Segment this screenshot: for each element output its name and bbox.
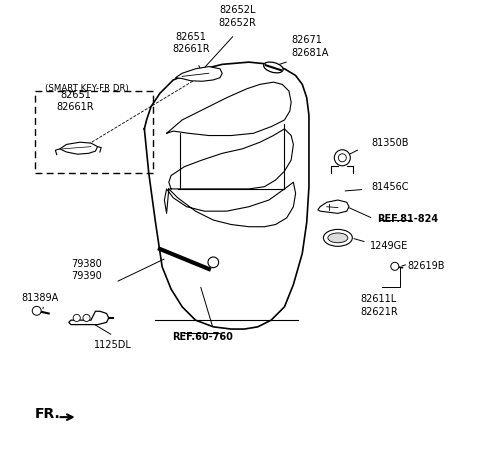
Ellipse shape bbox=[264, 63, 283, 74]
Text: REF.60-760: REF.60-760 bbox=[172, 332, 233, 342]
Circle shape bbox=[32, 307, 41, 316]
Polygon shape bbox=[69, 312, 109, 325]
Polygon shape bbox=[318, 201, 349, 214]
Text: 1125DL: 1125DL bbox=[94, 339, 132, 349]
Polygon shape bbox=[60, 143, 97, 155]
Text: 82671
82681A: 82671 82681A bbox=[291, 35, 328, 58]
Text: 82611L
82621R: 82611L 82621R bbox=[360, 294, 397, 316]
Text: 82619B: 82619B bbox=[408, 260, 445, 270]
Text: REF.81-824: REF.81-824 bbox=[377, 213, 438, 223]
Text: 81389A: 81389A bbox=[21, 293, 59, 303]
Text: (SMART KEY-FR DR): (SMART KEY-FR DR) bbox=[45, 84, 128, 93]
Ellipse shape bbox=[324, 230, 352, 247]
Text: 81456C: 81456C bbox=[371, 182, 409, 192]
Text: 82651
82661R: 82651 82661R bbox=[172, 32, 210, 54]
Text: FR.: FR. bbox=[35, 406, 60, 420]
Text: 82652L
82652R: 82652L 82652R bbox=[219, 5, 257, 27]
Text: 1249GE: 1249GE bbox=[371, 241, 408, 251]
Circle shape bbox=[334, 151, 350, 167]
Polygon shape bbox=[176, 67, 222, 82]
Text: 79380
79390: 79380 79390 bbox=[71, 258, 102, 280]
Circle shape bbox=[391, 263, 399, 271]
Circle shape bbox=[73, 315, 80, 322]
Ellipse shape bbox=[328, 233, 348, 243]
Circle shape bbox=[338, 154, 347, 162]
Circle shape bbox=[83, 315, 90, 322]
Text: 82651
82661R: 82651 82661R bbox=[57, 90, 94, 112]
Text: 81350B: 81350B bbox=[371, 138, 409, 148]
